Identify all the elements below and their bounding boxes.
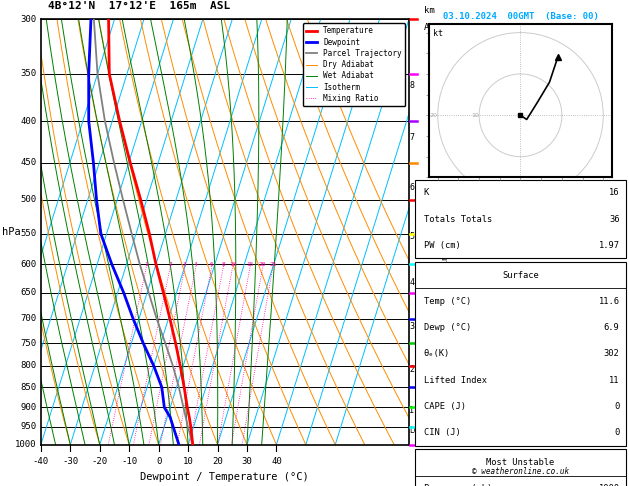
Text: 4: 4 [194, 262, 198, 267]
Text: Temp (°C): Temp (°C) [423, 297, 471, 306]
Text: PW (cm): PW (cm) [423, 241, 460, 250]
Text: 25: 25 [269, 262, 277, 267]
Text: 1000: 1000 [599, 484, 620, 486]
Text: Dewpoint / Temperature (°C): Dewpoint / Temperature (°C) [140, 472, 309, 482]
Text: Dewp (°C): Dewp (°C) [423, 323, 471, 332]
Text: hPa: hPa [2, 227, 21, 237]
Text: Mixing Ratio (g/kg): Mixing Ratio (g/kg) [441, 185, 450, 279]
Text: 6: 6 [210, 262, 213, 267]
Text: Lifted Index: Lifted Index [423, 376, 487, 384]
Text: 11: 11 [609, 376, 620, 384]
Text: 550: 550 [20, 229, 36, 238]
Text: 750: 750 [20, 339, 36, 347]
Bar [415, 180, 626, 259]
Text: 650: 650 [20, 288, 36, 297]
Text: 1.97: 1.97 [599, 241, 620, 250]
Text: -40: -40 [33, 457, 49, 467]
Text: 15: 15 [246, 262, 253, 267]
Text: -20: -20 [92, 457, 108, 467]
Text: 20: 20 [259, 262, 267, 267]
Text: 20: 20 [430, 113, 438, 118]
Text: 700: 700 [20, 314, 36, 323]
Text: 2: 2 [169, 262, 172, 267]
Text: 300: 300 [20, 15, 36, 24]
Text: 10: 10 [229, 262, 237, 267]
Text: © weatheronline.co.uk: © weatheronline.co.uk [472, 468, 569, 476]
Text: CIN (J): CIN (J) [423, 428, 460, 437]
Text: 8: 8 [409, 81, 415, 90]
Text: Surface: Surface [502, 271, 539, 280]
Bar [415, 450, 626, 486]
Bar [415, 262, 626, 446]
Text: 5: 5 [409, 232, 415, 241]
Text: 7: 7 [409, 133, 415, 142]
Text: km: km [423, 6, 434, 15]
Text: 4: 4 [409, 278, 415, 287]
Text: 1: 1 [409, 406, 415, 415]
Text: Pressure (mb): Pressure (mb) [423, 484, 492, 486]
Text: 0: 0 [156, 457, 161, 467]
Text: -10: -10 [121, 457, 137, 467]
Text: 2: 2 [409, 365, 415, 374]
Text: 03.10.2024  00GMT  (Base: 00): 03.10.2024 00GMT (Base: 00) [443, 12, 598, 21]
Text: 950: 950 [20, 422, 36, 431]
Text: 900: 900 [20, 403, 36, 412]
Text: 11.6: 11.6 [599, 297, 620, 306]
Text: 400: 400 [20, 117, 36, 125]
Text: 20: 20 [212, 457, 223, 467]
Text: 10: 10 [471, 113, 479, 118]
Text: LCL: LCL [409, 426, 423, 435]
Text: 800: 800 [20, 362, 36, 370]
Text: θₑ(K): θₑ(K) [423, 349, 450, 358]
Text: 8: 8 [221, 262, 225, 267]
Text: 16: 16 [609, 189, 620, 197]
Text: ASL: ASL [423, 23, 440, 32]
Text: 40: 40 [271, 457, 282, 467]
Text: 1000: 1000 [15, 440, 36, 449]
Text: 1: 1 [145, 262, 148, 267]
Text: Totals Totals: Totals Totals [423, 214, 492, 224]
Text: 6: 6 [409, 183, 415, 192]
Text: Most Unstable: Most Unstable [486, 458, 555, 467]
Text: 30: 30 [242, 457, 252, 467]
Text: 350: 350 [20, 69, 36, 78]
Text: kt: kt [433, 29, 443, 38]
Text: 0: 0 [615, 402, 620, 411]
Text: CAPE (J): CAPE (J) [423, 402, 465, 411]
Text: 600: 600 [20, 260, 36, 269]
Text: 3: 3 [409, 322, 415, 331]
Text: 6.9: 6.9 [604, 323, 620, 332]
Text: 0: 0 [615, 428, 620, 437]
Text: 10: 10 [182, 457, 194, 467]
Text: 500: 500 [20, 195, 36, 205]
Legend: Temperature, Dewpoint, Parcel Trajectory, Dry Adiabat, Wet Adiabat, Isotherm, Mi: Temperature, Dewpoint, Parcel Trajectory… [303, 23, 405, 106]
Text: 3: 3 [183, 262, 187, 267]
Text: 450: 450 [20, 158, 36, 167]
Text: 4B°12'N  17°12'E  165m  ASL: 4B°12'N 17°12'E 165m ASL [48, 1, 230, 11]
Text: -30: -30 [62, 457, 79, 467]
Text: 36: 36 [609, 214, 620, 224]
Text: K: K [423, 189, 429, 197]
Text: 302: 302 [604, 349, 620, 358]
Text: 850: 850 [20, 383, 36, 392]
